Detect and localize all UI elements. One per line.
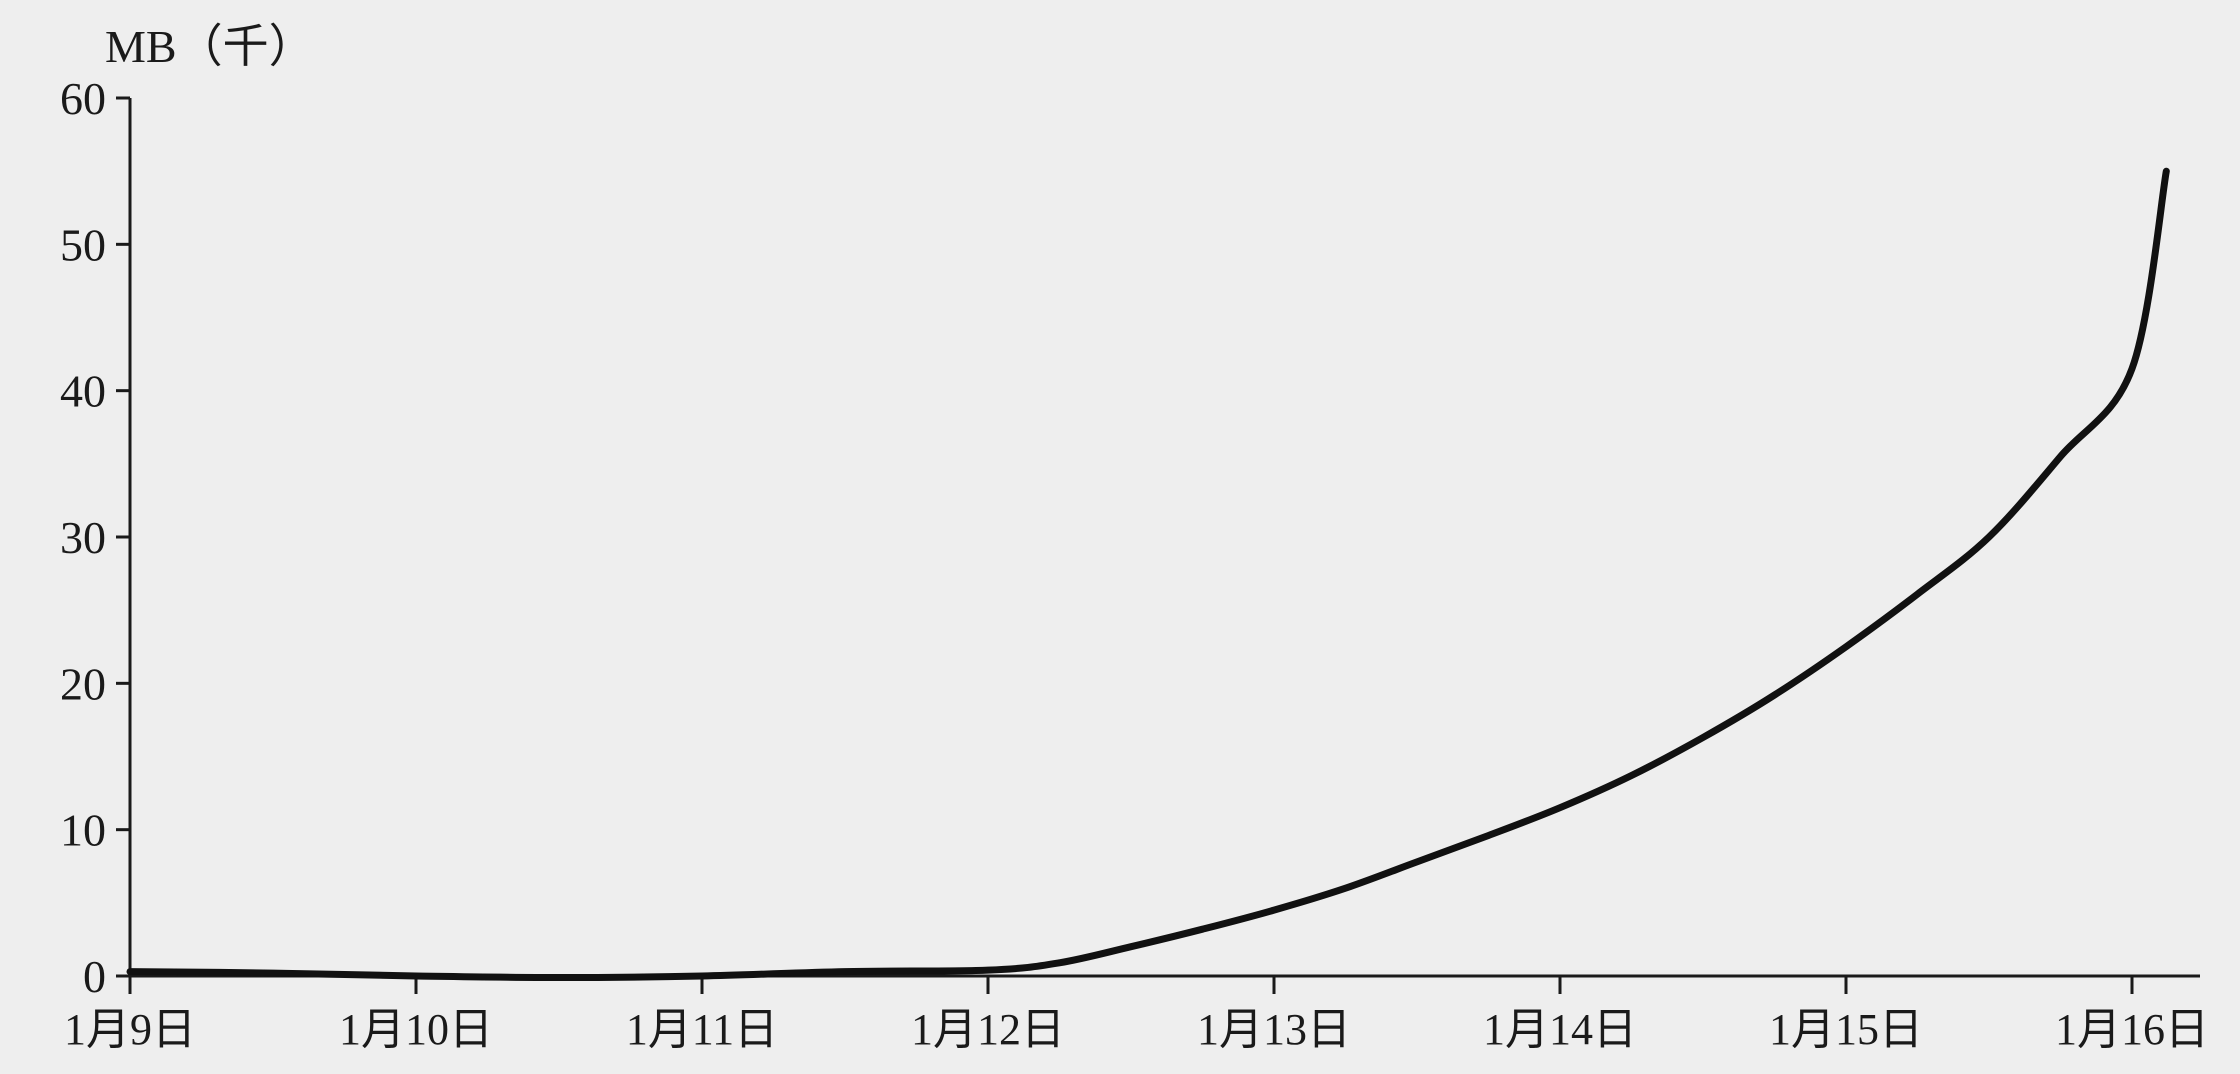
y-tick-label: 0 bbox=[83, 951, 106, 1002]
y-tick-label: 30 bbox=[60, 512, 106, 563]
x-tick-label: 1月9日 bbox=[64, 1005, 196, 1054]
y-tick-label: 20 bbox=[60, 658, 106, 709]
x-tick-label: 1月12日 bbox=[911, 1005, 1065, 1054]
x-tick-label: 1月13日 bbox=[1197, 1005, 1351, 1054]
y-tick-label: 40 bbox=[60, 366, 106, 417]
x-axis: 1月9日 1月10日 1月11日 1月12日 1月13日 1月14日 1月15日 1月16日 bbox=[64, 976, 2209, 1054]
x-tick-label: 1月10日 bbox=[339, 1005, 493, 1054]
y-tick-label: 50 bbox=[60, 219, 106, 270]
x-tick-label: 1月15日 bbox=[1769, 1005, 1923, 1054]
series-line bbox=[126, 167, 2170, 981]
x-tick-label: 1月11日 bbox=[626, 1005, 778, 1054]
y-axis: 0 10 20 30 40 50 60 bbox=[60, 73, 130, 1002]
x-tick-label: 1月16日 bbox=[2055, 1005, 2209, 1054]
series-group bbox=[126, 167, 2170, 981]
y-axis-label: MB（千） bbox=[105, 21, 315, 72]
x-tick-label: 1月14日 bbox=[1483, 1005, 1637, 1054]
y-tick-label: 60 bbox=[60, 73, 106, 124]
y-tick-label: 10 bbox=[60, 805, 106, 856]
